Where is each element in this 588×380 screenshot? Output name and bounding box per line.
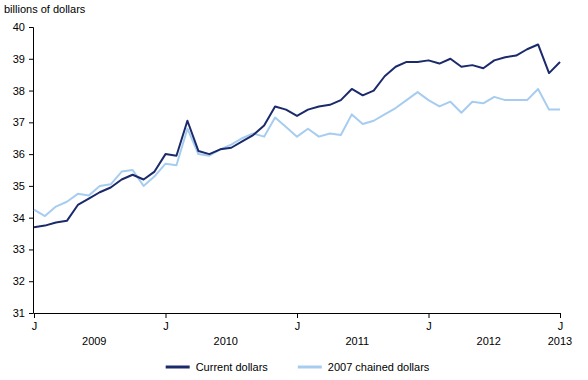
y-tick-mark	[29, 186, 33, 187]
x-group-label: 2012	[477, 335, 501, 347]
x-tick-label: J	[426, 320, 432, 332]
y-tick-mark	[29, 281, 33, 282]
y-axis: 31 32 33 34 35 36 37 38 39 40	[13, 21, 34, 319]
x-group-label: 2013	[548, 335, 572, 347]
y-axis-line	[29, 28, 34, 314]
y-tick: 39	[13, 53, 33, 65]
x-tick-mark	[34, 313, 35, 318]
x-group-label: 2010	[214, 335, 238, 347]
y-tick-mark	[29, 249, 33, 250]
x-tick-label: J	[295, 320, 301, 332]
x-group-label: 2011	[345, 335, 369, 347]
x-tick-label: J	[558, 320, 564, 332]
legend-item: Current dollars	[166, 361, 269, 373]
x-tick: J	[163, 313, 169, 332]
x-tick-mark	[429, 313, 430, 318]
y-tick: 40	[13, 21, 33, 33]
y-tick-label: 33	[13, 243, 25, 255]
y-tick: 33	[13, 243, 33, 255]
y-tick-label: 40	[13, 21, 25, 33]
y-tick-label: 38	[13, 85, 25, 97]
y-tick: 32	[13, 275, 33, 287]
x-tick: J	[426, 313, 432, 332]
y-tick: 38	[13, 85, 33, 97]
series-line	[34, 44, 560, 227]
y-tick-label: 35	[13, 180, 25, 192]
x-tick: J	[32, 313, 38, 332]
x-tick: J	[558, 313, 564, 332]
x-tick: J	[295, 313, 301, 332]
series-line	[34, 89, 560, 216]
x-tick-label: J	[32, 320, 38, 332]
x-tick-label: J	[163, 320, 169, 332]
y-tick-mark	[29, 218, 33, 219]
y-tick: 37	[13, 116, 33, 128]
y-tick-mark	[29, 27, 33, 28]
x-tick-mark	[166, 313, 167, 318]
y-tick: 31	[13, 307, 33, 319]
y-tick-label: 34	[13, 212, 25, 224]
y-tick-mark	[29, 122, 33, 123]
y-tick-label: 39	[13, 53, 25, 65]
y-tick-mark	[29, 313, 33, 314]
x-group-label: 2009	[82, 335, 106, 347]
y-tick-mark	[29, 154, 33, 155]
legend-item: 2007 chained dollars	[298, 361, 430, 373]
y-tick-label: 31	[13, 307, 25, 319]
plot-area	[34, 44, 560, 227]
x-tick-mark	[560, 313, 561, 318]
legend-label: Current dollars	[196, 361, 269, 373]
y-tick-label: 37	[13, 116, 25, 128]
legend: Current dollars 2007 chained dollars	[166, 361, 430, 373]
legend-swatch	[166, 366, 190, 369]
y-tick: 36	[13, 148, 33, 160]
y-tick: 35	[13, 180, 33, 192]
legend-label: 2007 chained dollars	[328, 361, 430, 373]
y-tick-mark	[29, 59, 33, 60]
y-tick-label: 32	[13, 275, 25, 287]
y-axis-title: billions of dollars	[4, 3, 86, 15]
y-tick: 34	[13, 212, 33, 224]
y-tick-mark	[29, 91, 33, 92]
y-tick-label: 36	[13, 148, 25, 160]
x-groups: 2009 2010 2011 2012 2013	[82, 335, 572, 347]
legend-swatch	[298, 366, 322, 369]
chart: 31 32 33 34 35 36 37 38 39 40 J J J J J 2009 2010 2011 201…	[0, 0, 588, 380]
x-tick-mark	[297, 313, 298, 318]
x-axis: JJJJJ	[32, 313, 564, 332]
